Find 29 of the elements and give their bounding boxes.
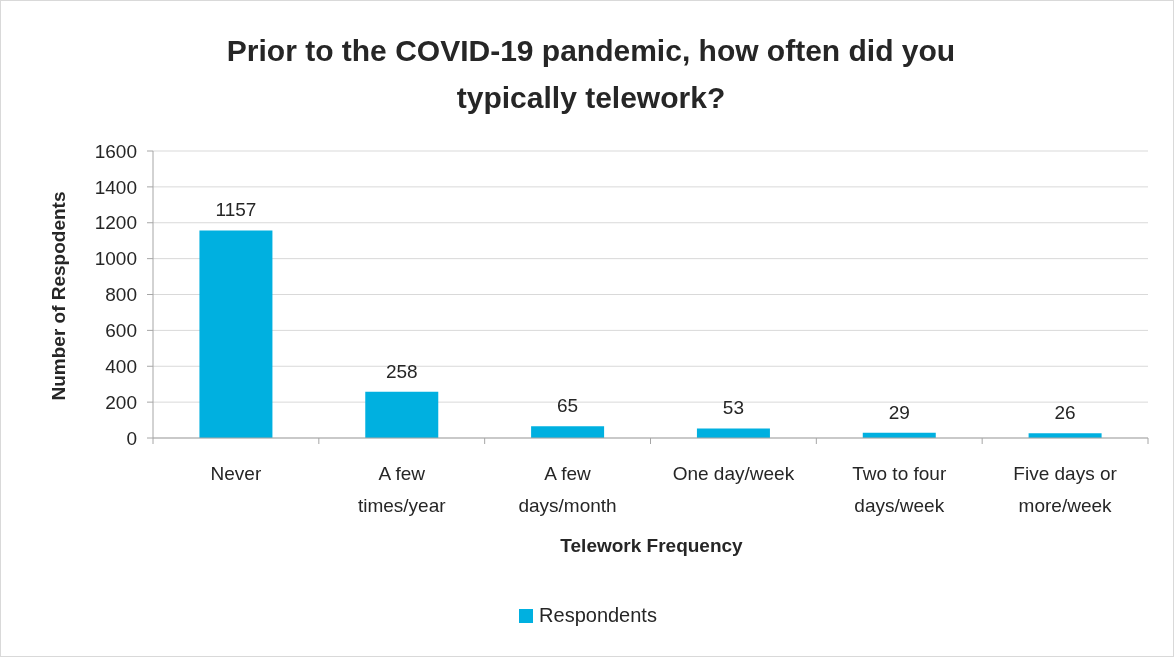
- y-tick-label: 800: [105, 284, 137, 306]
- y-tick-label: 600: [105, 320, 137, 342]
- x-tick-label: Never: [210, 463, 262, 484]
- legend-label: Respondents: [539, 604, 657, 627]
- bar: [365, 391, 439, 438]
- x-tick-label: A few days/month: [518, 463, 617, 516]
- y-tick-label: 1000: [94, 248, 137, 270]
- y-tick-label: 1200: [94, 212, 137, 234]
- y-axis-title: Number of Respodents: [48, 190, 70, 401]
- x-tick-label: Five days or more/week: [1013, 463, 1118, 516]
- y-tick-label: 200: [105, 391, 137, 413]
- y-tick-label: 400: [105, 355, 137, 377]
- data-label: 1157: [215, 199, 257, 221]
- y-tick-label: 1600: [94, 140, 137, 162]
- y-tick-label: 1400: [94, 176, 137, 198]
- x-tick-label: One day/week: [672, 463, 795, 484]
- bar: [696, 428, 770, 438]
- bar: [199, 230, 273, 438]
- data-label: 26: [1054, 402, 1076, 424]
- x-axis-title: Telework Frequency: [560, 535, 743, 557]
- data-label: 29: [888, 401, 910, 423]
- data-label: 65: [557, 395, 579, 417]
- data-label: 53: [722, 397, 744, 419]
- chart-title: Prior to the COVID-19 pandemic, how often did you typically telework?: [225, 33, 957, 116]
- bar: [531, 426, 605, 438]
- x-tick-label: A few times/year: [357, 463, 447, 516]
- x-tick-label: Two to four days/week: [852, 463, 947, 516]
- data-label: 258: [385, 360, 418, 382]
- y-tick-label: 0: [126, 427, 137, 449]
